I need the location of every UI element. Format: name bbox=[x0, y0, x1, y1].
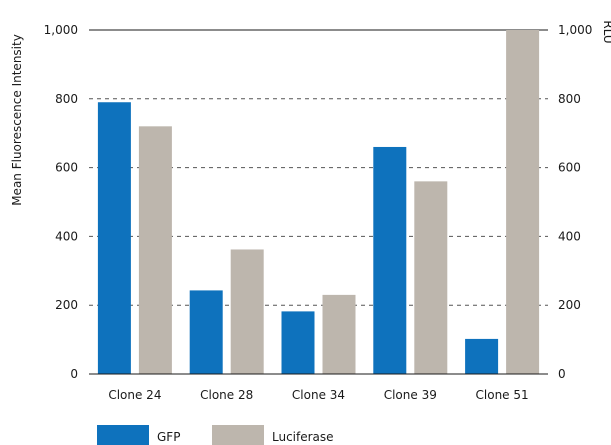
y-tick-label: 1,000 bbox=[44, 23, 78, 37]
legend-label-luciferase: Luciferase bbox=[272, 430, 334, 444]
legend: GFP Luciferase bbox=[97, 425, 334, 445]
y-axis-title: Mean Fluorescence Intensity bbox=[10, 34, 24, 206]
legend-swatch-luciferase bbox=[212, 425, 264, 445]
y2-tick-label: 400 bbox=[558, 229, 581, 243]
right-y-tick-labels: 0 200 400 600 800 1,000 bbox=[558, 23, 592, 381]
gridlines bbox=[89, 29, 548, 306]
bar-luciferase-clone-34 bbox=[322, 294, 356, 374]
bar-gfp-clone-39 bbox=[373, 146, 407, 374]
bar-luciferase-clone-24 bbox=[138, 126, 172, 374]
x-tick-label: Clone 39 bbox=[384, 388, 437, 402]
x-tick-label: Clone 28 bbox=[200, 388, 253, 402]
bar-gfp-clone-28 bbox=[189, 290, 223, 374]
y-tick-label: 600 bbox=[55, 161, 78, 175]
x-tick-labels: Clone 24 Clone 28 Clone 34 Clone 39 Clone 51 bbox=[108, 388, 528, 402]
left-y-tick-labels: 0 200 400 600 800 1,000 bbox=[44, 23, 78, 381]
y2-tick-label: 1,000 bbox=[558, 23, 592, 37]
bar-luciferase-clone-51 bbox=[506, 30, 540, 374]
bar-luciferase-clone-39 bbox=[414, 181, 448, 374]
y2-tick-label: 800 bbox=[558, 92, 581, 106]
y2-tick-label: 600 bbox=[558, 161, 581, 175]
x-tick-label: Clone 51 bbox=[476, 388, 529, 402]
legend-label-gfp: GFP bbox=[157, 430, 180, 444]
y2-tick-label: 0 bbox=[558, 367, 566, 381]
y2-axis-title: RLU bbox=[601, 20, 611, 43]
y-tick-label: 800 bbox=[55, 92, 78, 106]
y-tick-label: 400 bbox=[55, 229, 78, 243]
bar-gfp-clone-34 bbox=[281, 311, 315, 374]
y2-tick-label: 200 bbox=[558, 298, 581, 312]
x-tick-label: Clone 24 bbox=[108, 388, 161, 402]
bars bbox=[97, 30, 540, 375]
y-tick-label: 200 bbox=[55, 298, 78, 312]
bar-gfp-clone-24 bbox=[97, 102, 131, 375]
legend-swatch-gfp bbox=[97, 425, 149, 445]
x-tick-label: Clone 34 bbox=[292, 388, 345, 402]
bar-gfp-clone-51 bbox=[465, 338, 499, 374]
bar-luciferase-clone-28 bbox=[230, 249, 264, 374]
y-tick-label: 0 bbox=[70, 367, 78, 381]
